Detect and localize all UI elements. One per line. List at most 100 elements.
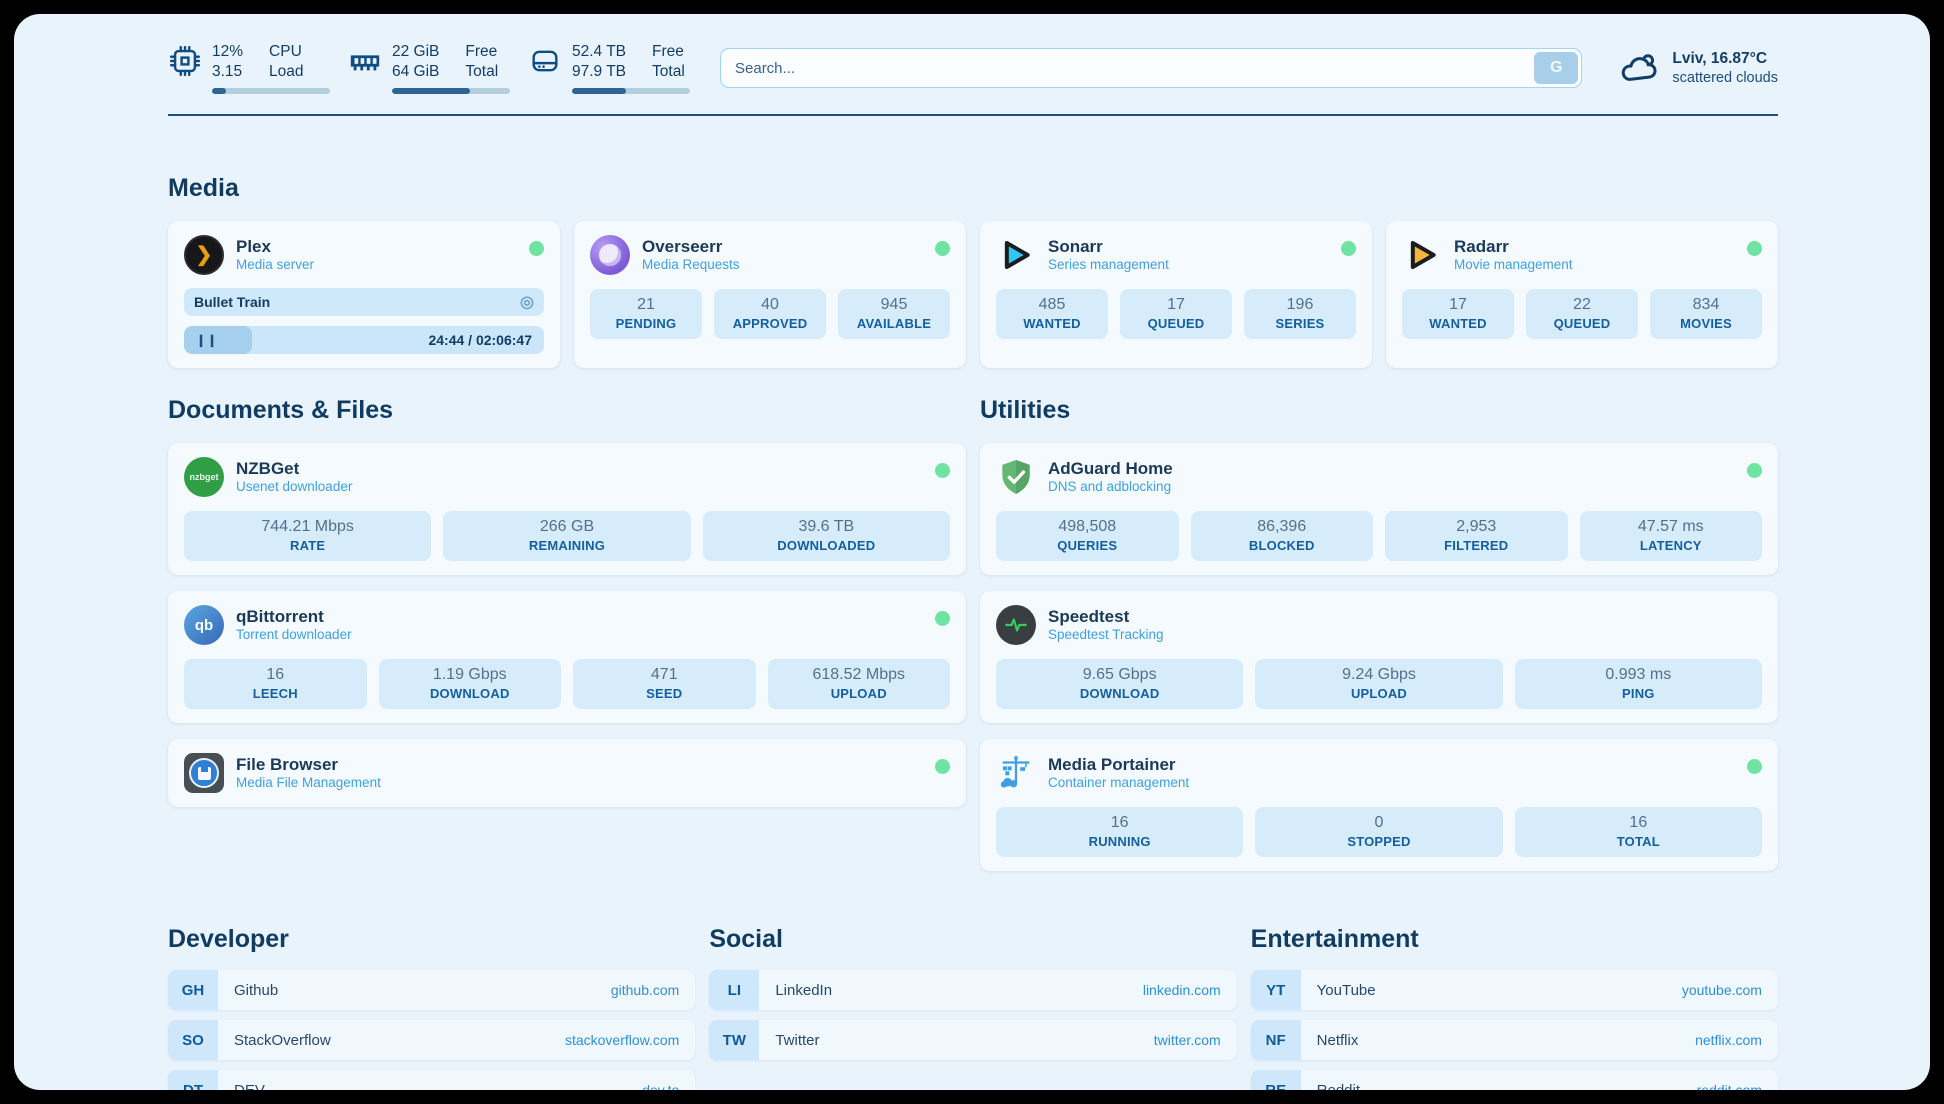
pause-icon[interactable]: ❙❙ [196,333,219,348]
section-title-media: Media [168,174,239,203]
filebrowser-card[interactable]: File Browser Media File Management [168,739,966,808]
search-engine-button[interactable]: G [1534,52,1579,85]
adguard-title: AdGuard Home [1048,459,1173,479]
system-stats: 12% 3.15 CPU Load [168,42,690,95]
stat-available: 945 AVAILABLE [838,289,950,340]
entertainment-bookmarks: Entertainment YT YouTube youtube.com NF … [1250,925,1778,1090]
stat-remaining: 266 GB REMAINING [443,511,691,562]
session-icon[interactable]: ◎ [520,294,534,312]
dev-abbr: DT [168,1070,218,1090]
sonarr-status-dot [1341,241,1356,257]
disk-progress-track [572,88,690,95]
section-title-developer: Developer [168,925,289,954]
sonarr-subtitle: Series management [1048,257,1169,273]
ram-total-value: 64 GiB [392,63,440,81]
ram-icon [350,55,380,71]
speedtest-title: Speedtest [1048,607,1130,627]
bookmark-twitter[interactable]: TW Twitter twitter.com [709,1020,1237,1061]
overseerr-subtitle: Media Requests [642,257,740,273]
sonarr-card[interactable]: Sonarr Series management 485 WANTED 17 Q… [980,221,1372,369]
plex-progress-bar[interactable]: ❙❙ 24:44 / 02:06:47 [184,326,544,355]
speedtest-icon [996,605,1036,646]
plex-title: Plex [236,237,271,257]
netflix-abbr: NF [1250,1020,1301,1061]
ram-free-label: Free [465,43,498,60]
search-input[interactable] [720,48,1583,89]
disk-progress-fill [572,88,627,95]
qbittorrent-card[interactable]: qb qBittorrent Torrent downloader 16 [168,591,966,724]
weather-location: Lviv, 16.87°C [1672,49,1768,67]
bookmark-linkedin[interactable]: LI LinkedIn linkedin.com [709,970,1237,1011]
stat-seed: 471 SEED [573,659,756,710]
weather-condition: scattered clouds [1672,69,1778,86]
plex-status-dot [529,241,544,257]
stat-blocked: 86,396 BLOCKED [1190,511,1373,562]
stat-latency: 47.57 ms LATENCY [1579,511,1762,562]
plex-playback-time: 24:44 / 02:06:47 [428,332,532,349]
stat-queries: 498,508 QUERIES [996,511,1179,562]
overseerr-status-dot [935,241,950,257]
cpu-chip-icon [169,45,201,77]
media-cards-row: ❯ Plex Media server Bullet Train ◎ ❙❙ 24… [168,221,1778,369]
disk-free-value: 52.4 TB [572,43,627,60]
nzbget-card[interactable]: nzbget NZBGet Usenet downloader 744.21 M… [168,443,966,576]
ram-free-value: 22 GiB [392,43,440,60]
cpu-progress-track [212,88,330,95]
plex-media-title: Bullet Train [194,294,271,311]
sonarr-icon [1004,241,1030,270]
plex-subtitle: Media server [236,257,315,273]
bookmark-netflix[interactable]: NF Netflix netflix.com [1250,1020,1778,1061]
plex-card[interactable]: ❯ Plex Media server Bullet Train ◎ ❙❙ 24… [168,221,560,369]
stat-wanted: 17 WANTED [1402,289,1514,340]
sonarr-title: Sonarr [1048,237,1103,257]
nzbget-subtitle: Usenet downloader [236,479,353,495]
cpu-usage-value: 12% [212,43,244,60]
stat-upload: 9.24 Gbps UPLOAD [1255,659,1503,710]
cpu-progress-fill [212,88,227,95]
stat-downloaded: 39.6 TB DOWNLOADED [702,511,950,562]
plex-progress-fill [184,326,253,355]
stat-pending: 21 PENDING [590,289,702,340]
stat-filtered: 2,953 FILTERED [1385,511,1568,562]
disk-total-value: 97.9 TB [572,63,627,81]
developer-bookmarks: Developer GH Github github.com SO StackO… [168,925,696,1090]
disk-total-label: Total [652,63,685,81]
search-bar: G [720,48,1583,89]
stat-series: 196 SERIES [1244,289,1356,340]
stat-leech: 16 LEECH [184,659,367,710]
radarr-status-dot [1747,241,1762,257]
stat-queued: 17 QUEUED [1120,289,1232,340]
section-title-entertainment: Entertainment [1250,925,1419,954]
bookmark-youtube[interactable]: YT YouTube youtube.com [1250,970,1778,1011]
adguard-icon [1002,460,1030,495]
qbittorrent-status-dot [935,611,950,627]
cpu-load-value: 3.15 [212,63,243,81]
adguard-card[interactable]: AdGuard Home DNS and adblocking 498,508 … [980,443,1778,576]
nzbget-title: NZBGet [236,459,300,479]
bookmark-dev[interactable]: DT DEV dev.to [168,1070,696,1090]
ram-progress-fill [392,88,470,95]
bookmark-github[interactable]: GH Github github.com [168,970,696,1011]
stat-download: 9.65 Gbps DOWNLOAD [996,659,1244,710]
ram-progress-track [392,88,510,95]
cpu-label: CPU [269,43,302,60]
filebrowser-status-dot [935,759,950,775]
section-title-documents: Documents & Files [168,396,394,425]
radarr-card[interactable]: Radarr Movie management 17 WANTED 22 QUE… [1386,221,1778,369]
adguard-subtitle: DNS and adblocking [1048,479,1172,495]
ram-total-label: Total [465,63,499,81]
speedtest-card[interactable]: Speedtest Speedtest Tracking 9.65 Gbps D… [980,591,1778,724]
stat-movies: 834 MOVIES [1650,289,1762,340]
stat-stopped: 0 STOPPED [1255,807,1503,858]
portainer-card[interactable]: Media Portainer Container management 16 … [980,739,1778,872]
bookmark-reddit[interactable]: RE Reddit reddit.com [1250,1070,1778,1090]
weather-widget: Lviv, 16.87°C scattered clouds [1618,47,1778,89]
bookmark-stackoverflow[interactable]: SO StackOverflow stackoverflow.com [168,1020,696,1061]
stat-total: 16 TOTAL [1514,807,1762,858]
overseerr-title: Overseerr [642,237,723,257]
overseerr-card[interactable]: Overseerr Media Requests 21 PENDING 40 A… [574,221,966,369]
radarr-icon [1410,241,1436,270]
radarr-subtitle: Movie management [1454,257,1573,273]
nzbget-status-dot [935,463,950,479]
filebrowser-icon [184,753,224,794]
